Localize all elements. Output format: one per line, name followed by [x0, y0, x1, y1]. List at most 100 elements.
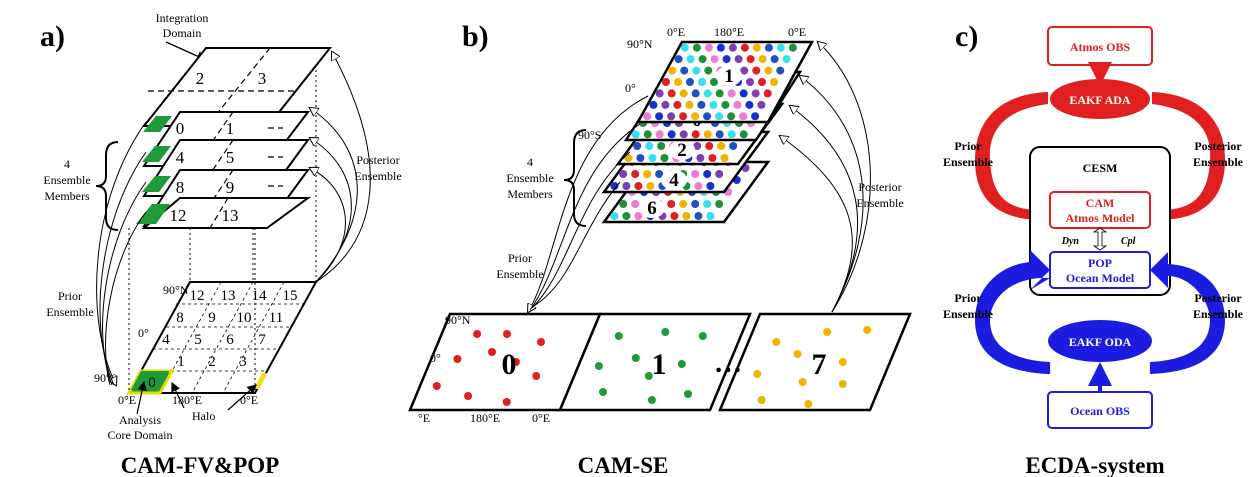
se-layer-number: 2	[677, 140, 687, 161]
se-grid-dot	[655, 89, 664, 98]
panel-c-label: c)	[955, 20, 978, 53]
se-grid-dot	[710, 55, 719, 64]
bottom-lat-0: 0°	[430, 351, 441, 365]
bottom-lon-0e: °E	[418, 411, 430, 425]
tile-dot	[753, 370, 762, 378]
posterior-arrows-b	[780, 42, 871, 313]
se-grid-dot	[706, 212, 715, 220]
se-grid-dot	[686, 78, 694, 86]
tile-dot	[464, 392, 473, 400]
grid-lat-0: 0°	[138, 326, 149, 340]
grid-lon-180e: 180°E	[172, 393, 202, 407]
layer-cell: 9	[226, 178, 235, 197]
ocean-posterior-label-2: Ensemble	[1193, 307, 1244, 321]
prior-label-b-2: Ensemble	[496, 267, 543, 281]
tile-dot	[677, 360, 686, 368]
se-grid-dot	[631, 170, 640, 178]
core-domain-arrow	[136, 380, 147, 415]
tile-number: 7	[812, 348, 827, 381]
se-grid-dot	[610, 212, 619, 220]
ocean-posterior-label-1: Posterior	[1194, 291, 1242, 305]
se-grid-dot	[752, 66, 761, 75]
se-grid-dot	[679, 130, 688, 139]
posterior-label-b-2: Ensemble	[856, 196, 903, 210]
cpl-label: Cpl	[1121, 236, 1136, 247]
se-grid-dot	[740, 43, 749, 52]
se-layer-number: 4	[669, 170, 679, 191]
domain-grid	[126, 281, 318, 395]
atmos-posterior-label-1: Posterior	[1194, 139, 1242, 153]
se-grid-dot	[633, 142, 642, 150]
halo-arrow	[171, 381, 185, 409]
members-label-b-2: Ensemble	[506, 171, 553, 185]
members-label-b-1: 4	[527, 155, 533, 169]
dyn-label: Dyn	[1061, 236, 1080, 247]
cesm-label: CESM	[1083, 161, 1118, 175]
prior-arrows-a	[96, 121, 147, 385]
se-grid-dot	[703, 170, 712, 178]
tile-dot	[511, 358, 520, 366]
tile-dot	[684, 390, 692, 398]
tile-number: 1	[652, 348, 667, 381]
se-grid-dot	[692, 66, 701, 75]
se-grid-dot	[657, 142, 666, 150]
grid-cell: 14	[252, 288, 268, 304]
se-grid-dot	[703, 89, 712, 98]
se-grid-dot	[674, 55, 683, 64]
se-grid-dot	[739, 89, 748, 98]
ocean-prior-label-2: Ensemble	[943, 307, 994, 321]
grid-cell: 6	[226, 332, 234, 348]
grid-cell: 2	[208, 354, 216, 370]
halo-arrow-right	[227, 384, 257, 411]
se-grid-dot	[648, 154, 657, 162]
grid-cell: 15	[283, 288, 298, 304]
se-grid-dot	[622, 182, 631, 190]
layer-cell: 8	[176, 178, 185, 197]
grid-cell: 1	[177, 354, 185, 370]
se-grid-dot	[698, 78, 706, 86]
se-grid-dot	[645, 142, 654, 150]
se-grid-dot	[717, 142, 726, 150]
eakf-ada-node	[1050, 79, 1150, 119]
top-lat-0: 0°	[625, 81, 636, 95]
tile-dot	[594, 362, 603, 370]
grid-lat-90n: 90°N	[163, 283, 189, 297]
atmos-posterior-label-2: Ensemble	[1193, 155, 1244, 169]
se-grid-dot	[710, 78, 718, 86]
se-layer-badge	[669, 140, 695, 160]
prior-label-b-1: Prior	[508, 251, 532, 265]
ocean-prior-arrow	[975, 250, 1050, 374]
top-lat-90s: 90°S	[578, 128, 601, 142]
atmos-obs-label: Atmos OBS	[1070, 40, 1131, 54]
posterior-arrows-a	[310, 52, 371, 283]
se-grid-dot	[721, 100, 730, 109]
se-grid-dot	[679, 89, 688, 98]
se-grid-dot	[649, 100, 658, 109]
grid-cell: 11	[269, 310, 283, 326]
tile-dot	[453, 355, 462, 363]
se-grid-dot	[715, 89, 724, 98]
members-label-1: 4	[64, 157, 70, 171]
integration-domain-label-2: Domain	[163, 26, 202, 40]
se-member-layer: 1	[635, 40, 815, 124]
se-grid-dot	[643, 170, 652, 178]
se-grid-dot	[634, 212, 643, 220]
panel-c: c) Atmos OBS EAKF ADA CESM CAM Atmos Mod…	[943, 20, 1244, 477]
se-grid-dot	[758, 78, 766, 86]
tile-dot	[473, 330, 482, 338]
se-layer-badge	[661, 170, 687, 190]
tile-dot	[661, 328, 670, 336]
se-grid-dot	[674, 78, 682, 86]
members-label-3: Members	[44, 189, 90, 203]
se-grid-dot	[619, 170, 628, 178]
se-grid-dot	[740, 66, 749, 75]
grid-cell: 13	[221, 288, 236, 304]
se-layer-number: 6	[647, 198, 657, 219]
se-grid-dot	[770, 55, 779, 64]
grid-cell: 4	[162, 332, 170, 348]
grid-cell: 9	[208, 310, 216, 326]
se-grid-dot	[763, 89, 772, 98]
grid-cell: 8	[176, 310, 184, 326]
members-label-2: Ensemble	[43, 173, 90, 187]
prior-label-a-1: Prior	[58, 289, 82, 303]
